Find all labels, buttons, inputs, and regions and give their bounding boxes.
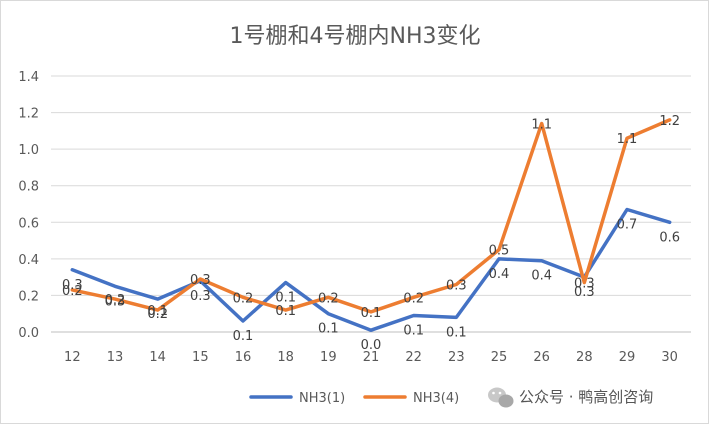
x-tick-label: 15	[192, 350, 209, 365]
data-label: 0.6	[659, 230, 680, 245]
legend-label-nh3-1: NH3(1)	[299, 391, 345, 406]
data-label: 0.0	[361, 338, 382, 353]
legend-label-nh3-4: NH3(4)	[413, 391, 459, 406]
data-label: 0.2	[318, 291, 339, 306]
y-tick-label: 0.0	[18, 326, 39, 341]
data-label: 0.5	[489, 244, 510, 259]
x-tick-label: 29	[619, 350, 636, 365]
y-tick-label: 0.8	[18, 180, 39, 195]
x-tick-label: 12	[64, 350, 81, 365]
x-tick-label: 16	[235, 350, 252, 365]
x-tick-label: 30	[661, 350, 678, 365]
data-label: 1.2	[659, 114, 680, 129]
y-tick-label: 0.6	[18, 216, 39, 231]
x-tick-label: 19	[320, 350, 337, 365]
y-axis-ticks: 0.0 0.2 0.4 0.6 0.8 1.0 1.2 1.4	[18, 70, 39, 341]
watermark: 公众号 · 鸭高创咨询	[488, 388, 653, 408]
x-tick-label: 22	[405, 350, 422, 365]
data-label: 0.2	[403, 291, 424, 306]
data-label: 0.1	[361, 306, 382, 321]
wechat-icon	[488, 388, 514, 408]
legend: NH3(1) NH3(4)	[251, 391, 459, 406]
chart-title: 1号棚和4号棚内NH3变化	[230, 24, 481, 49]
data-label: 0.3	[190, 273, 211, 288]
gridlines	[51, 76, 691, 332]
data-label: 1.1	[531, 118, 552, 133]
data-label: 0.1	[446, 325, 467, 340]
x-tick-label: 28	[576, 350, 593, 365]
x-tick-label: 14	[149, 350, 166, 365]
x-tick-label: 25	[491, 350, 508, 365]
data-label: 0.1	[318, 322, 339, 337]
data-label: 0.2	[105, 293, 126, 308]
x-tick-label: 13	[107, 350, 124, 365]
data-label: 0.1	[403, 324, 424, 339]
y-tick-label: 1.0	[18, 143, 39, 158]
x-tick-label: 18	[277, 350, 294, 365]
y-tick-label: 1.2	[18, 107, 39, 122]
data-label: 0.3	[190, 289, 211, 304]
y-tick-label: 0.2	[18, 289, 39, 304]
data-label: 1.1	[617, 132, 638, 147]
data-label: 0.3	[446, 278, 467, 293]
data-label: 0.1	[275, 304, 296, 319]
watermark-text: 公众号 · 鸭高创咨询	[519, 388, 653, 406]
x-tick-label: 23	[448, 350, 465, 365]
data-label: 0.4	[531, 269, 552, 284]
y-tick-label: 1.4	[18, 70, 39, 85]
data-label: 0.7	[617, 217, 638, 232]
y-tick-label: 0.4	[18, 253, 39, 268]
data-label: 0.2	[233, 291, 254, 306]
data-label: 0.3	[574, 277, 595, 292]
data-label: 0.1	[147, 304, 168, 319]
data-label: 0.1	[233, 329, 254, 344]
data-label: 0.4	[489, 267, 510, 282]
x-tick-label: 26	[533, 350, 550, 365]
data-label: 0.2	[62, 284, 83, 299]
